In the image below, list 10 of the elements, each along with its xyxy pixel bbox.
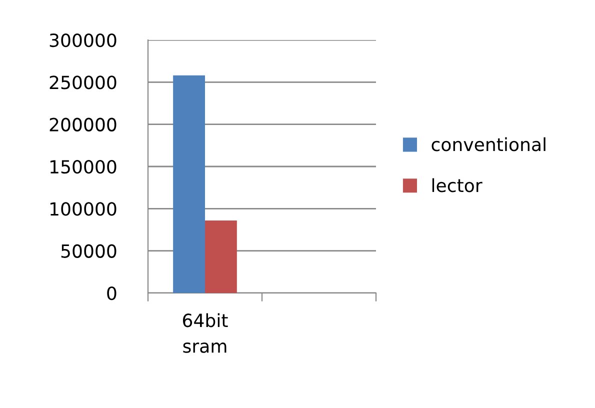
y-tick-label: 50000 [61,244,116,258]
x-tick-label: 64bit sram [182,313,228,353]
y-tick-label: 250000 [50,76,116,90]
y-tick-label: 200000 [50,118,116,132]
legend-label: lector [432,178,482,192]
y-tick-label: 300000 [50,33,116,48]
y-tick-label: 100000 [50,202,116,216]
y-tick-label: 0 [107,286,116,300]
y-tick-label: 150000 [50,160,116,174]
legend-label: conventional [432,137,546,152]
